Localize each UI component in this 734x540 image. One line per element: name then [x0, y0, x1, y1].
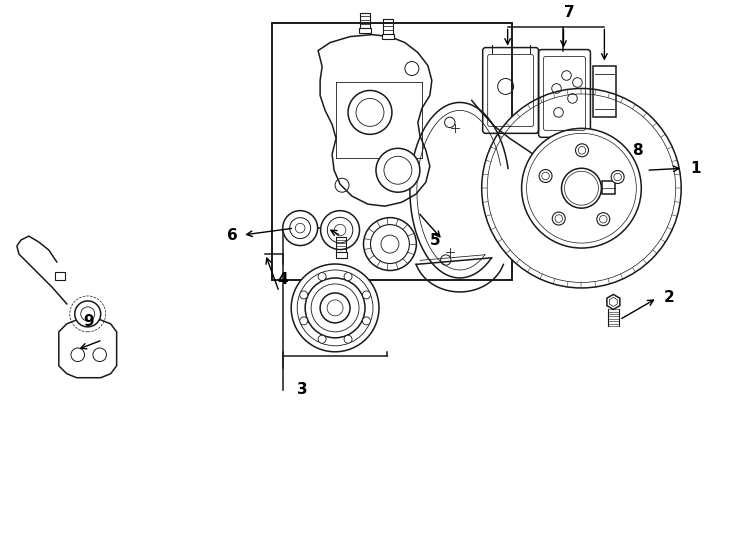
Circle shape: [376, 148, 420, 192]
Circle shape: [552, 212, 565, 225]
Bar: [593, 65, 617, 117]
Text: 3: 3: [297, 382, 308, 397]
Circle shape: [562, 168, 601, 208]
Circle shape: [363, 218, 416, 271]
Text: 9: 9: [84, 314, 94, 329]
Polygon shape: [59, 320, 117, 377]
Text: 6: 6: [227, 227, 238, 242]
Circle shape: [575, 144, 589, 157]
Text: 5: 5: [429, 233, 440, 247]
Circle shape: [363, 317, 371, 325]
Bar: [272, 23, 512, 280]
Circle shape: [344, 273, 352, 281]
Circle shape: [482, 89, 681, 288]
Bar: [382, 33, 393, 38]
Circle shape: [348, 91, 392, 134]
Circle shape: [344, 335, 352, 343]
Text: 4: 4: [277, 273, 288, 287]
Bar: [359, 28, 371, 32]
Circle shape: [318, 273, 326, 281]
Circle shape: [305, 278, 365, 338]
Bar: [335, 252, 346, 258]
Circle shape: [75, 301, 101, 327]
Circle shape: [321, 211, 360, 249]
Circle shape: [283, 211, 318, 246]
Text: 2: 2: [664, 291, 675, 306]
Circle shape: [611, 171, 624, 184]
Circle shape: [539, 170, 552, 183]
Bar: [55, 272, 65, 280]
Text: 1: 1: [690, 161, 700, 176]
Bar: [603, 181, 615, 194]
Circle shape: [318, 335, 326, 343]
Text: 8: 8: [632, 143, 642, 158]
Circle shape: [597, 213, 610, 226]
Circle shape: [320, 293, 350, 323]
Circle shape: [363, 291, 371, 299]
Circle shape: [291, 264, 379, 352]
Text: 7: 7: [564, 5, 575, 20]
Circle shape: [299, 317, 308, 325]
Circle shape: [522, 129, 642, 248]
Circle shape: [299, 291, 308, 299]
Polygon shape: [607, 294, 619, 309]
